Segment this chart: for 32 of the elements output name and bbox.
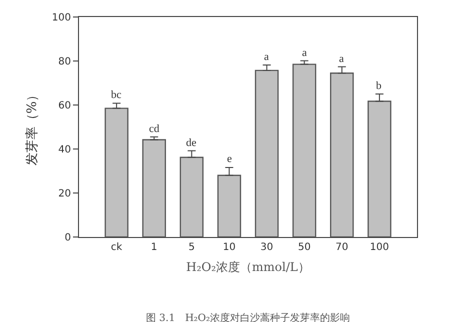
- y-tick-label: 0: [64, 232, 71, 244]
- bar: [330, 72, 354, 237]
- x-tick-label: 5: [188, 242, 195, 253]
- y-tick-label: 60: [58, 100, 71, 112]
- bar: [254, 70, 279, 237]
- x-tick-label: ck: [110, 242, 122, 253]
- bar: [142, 139, 166, 237]
- annotation: bc: [111, 89, 122, 101]
- x-tick-label: 50: [298, 242, 311, 253]
- y-tick-label: 80: [58, 56, 71, 68]
- x-tick-label: 1: [150, 242, 158, 253]
- y-tick-label: 20: [58, 188, 71, 200]
- annotation: a: [264, 51, 269, 63]
- bar: [104, 108, 128, 237]
- bar: [368, 100, 392, 237]
- annotation: cd: [149, 123, 160, 135]
- x-axis-title: H₂O₂浓度（mmol/L）: [186, 260, 310, 274]
- bar: [217, 174, 242, 237]
- x-tick-label: 70: [336, 242, 348, 253]
- x-tick-label: 30: [260, 242, 274, 253]
- y-axis-title: 发芽率（%）: [24, 88, 40, 166]
- annotation: b: [376, 80, 382, 92]
- annotation: e: [227, 153, 232, 165]
- annotation: de: [186, 137, 196, 149]
- annotation: a: [302, 47, 307, 59]
- y-tick-label: 100: [52, 12, 71, 24]
- annotation: a: [339, 53, 344, 65]
- y-tick-label: 40: [58, 144, 71, 156]
- bar: [180, 156, 204, 237]
- x-tick-label: 100: [370, 242, 389, 253]
- x-tick-label: 10: [222, 242, 236, 253]
- bar: [292, 64, 316, 237]
